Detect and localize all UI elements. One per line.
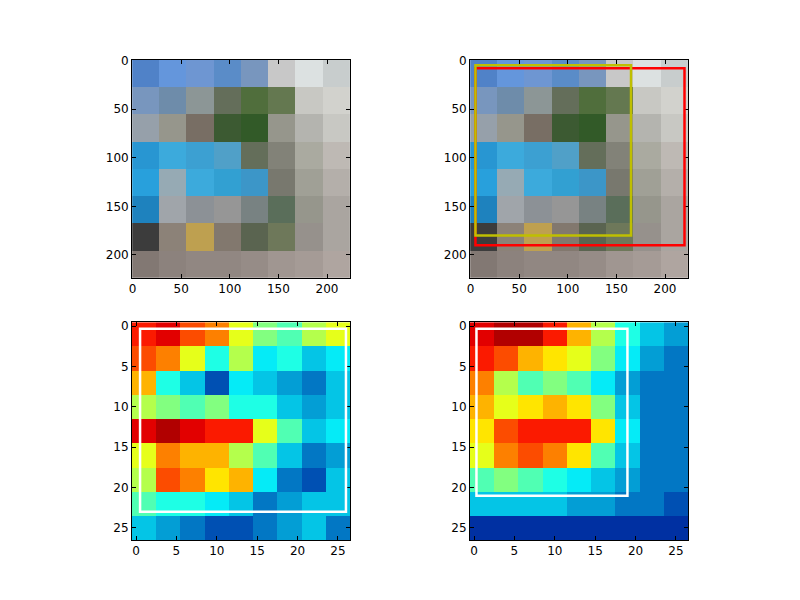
svg-text:150: 150 — [267, 282, 290, 296]
svg-text:25: 25 — [668, 544, 683, 558]
svg-text:200: 200 — [106, 248, 129, 262]
svg-text:5: 5 — [459, 360, 467, 374]
svg-text:100: 100 — [556, 282, 579, 296]
svg-text:15: 15 — [451, 440, 466, 454]
svg-text:25: 25 — [451, 521, 466, 535]
svg-text:0: 0 — [459, 319, 467, 333]
svg-text:200: 200 — [316, 282, 339, 296]
svg-text:15: 15 — [113, 440, 128, 454]
svg-text:150: 150 — [444, 200, 467, 214]
svg-text:10: 10 — [547, 544, 562, 558]
svg-text:20: 20 — [290, 544, 305, 558]
svg-text:5: 5 — [511, 544, 519, 558]
svg-text:200: 200 — [444, 248, 467, 262]
svg-text:15: 15 — [588, 544, 603, 558]
svg-text:0: 0 — [132, 544, 140, 558]
svg-text:10: 10 — [209, 544, 224, 558]
svg-text:10: 10 — [451, 400, 466, 414]
svg-text:0: 0 — [470, 544, 478, 558]
svg-text:100: 100 — [106, 151, 129, 165]
svg-text:15: 15 — [250, 544, 265, 558]
svg-text:20: 20 — [451, 481, 466, 495]
svg-text:5: 5 — [121, 360, 129, 374]
svg-text:25: 25 — [113, 521, 128, 535]
svg-text:50: 50 — [174, 282, 189, 296]
svg-text:50: 50 — [512, 282, 527, 296]
svg-text:20: 20 — [628, 544, 643, 558]
svg-text:50: 50 — [113, 102, 128, 116]
svg-text:150: 150 — [106, 200, 129, 214]
svg-text:0: 0 — [467, 282, 475, 296]
svg-text:5: 5 — [173, 544, 181, 558]
svg-text:150: 150 — [605, 282, 628, 296]
svg-text:200: 200 — [654, 282, 677, 296]
svg-text:0: 0 — [121, 319, 129, 333]
svg-text:0: 0 — [121, 54, 129, 68]
svg-text:10: 10 — [113, 400, 128, 414]
svg-text:0: 0 — [129, 282, 137, 296]
svg-text:50: 50 — [451, 102, 466, 116]
svg-text:100: 100 — [444, 151, 467, 165]
svg-text:0: 0 — [459, 54, 467, 68]
svg-text:100: 100 — [218, 282, 241, 296]
svg-text:25: 25 — [330, 544, 345, 558]
svg-text:20: 20 — [113, 481, 128, 495]
